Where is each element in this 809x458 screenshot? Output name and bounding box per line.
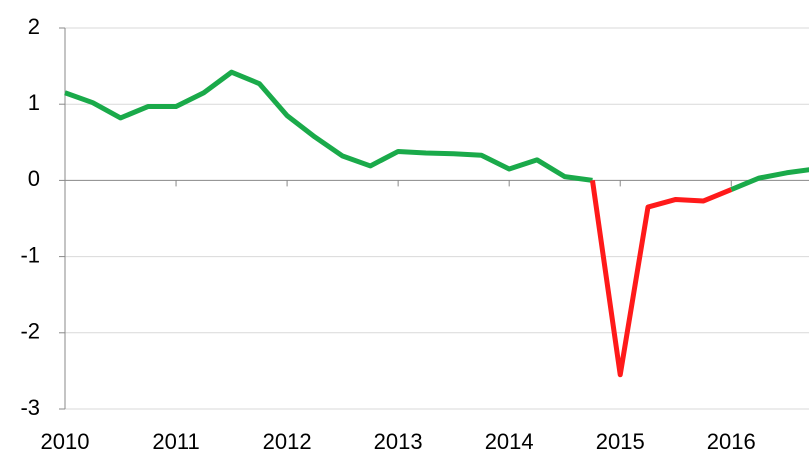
x-tick-label: 2011 <box>152 429 199 454</box>
x-tick-label: 2010 <box>41 429 90 454</box>
x-tick-label: 2012 <box>263 429 312 454</box>
y-tick-label: -3 <box>20 395 40 420</box>
x-tick-label: 2014 <box>485 429 534 454</box>
x-tick-label: 2016 <box>707 429 756 454</box>
line <box>589 180 733 378</box>
y-tick-label: -2 <box>20 319 40 344</box>
x-tick-label: 2013 <box>374 429 423 454</box>
y-tick-label: 1 <box>28 90 40 115</box>
y-tick-label: 2 <box>28 14 40 39</box>
y-tick-label: -1 <box>20 242 40 267</box>
y-tick-label: 0 <box>28 166 40 191</box>
plot-area <box>64 69 809 378</box>
line <box>64 69 809 192</box>
x-tick-label: 2015 <box>596 429 645 454</box>
